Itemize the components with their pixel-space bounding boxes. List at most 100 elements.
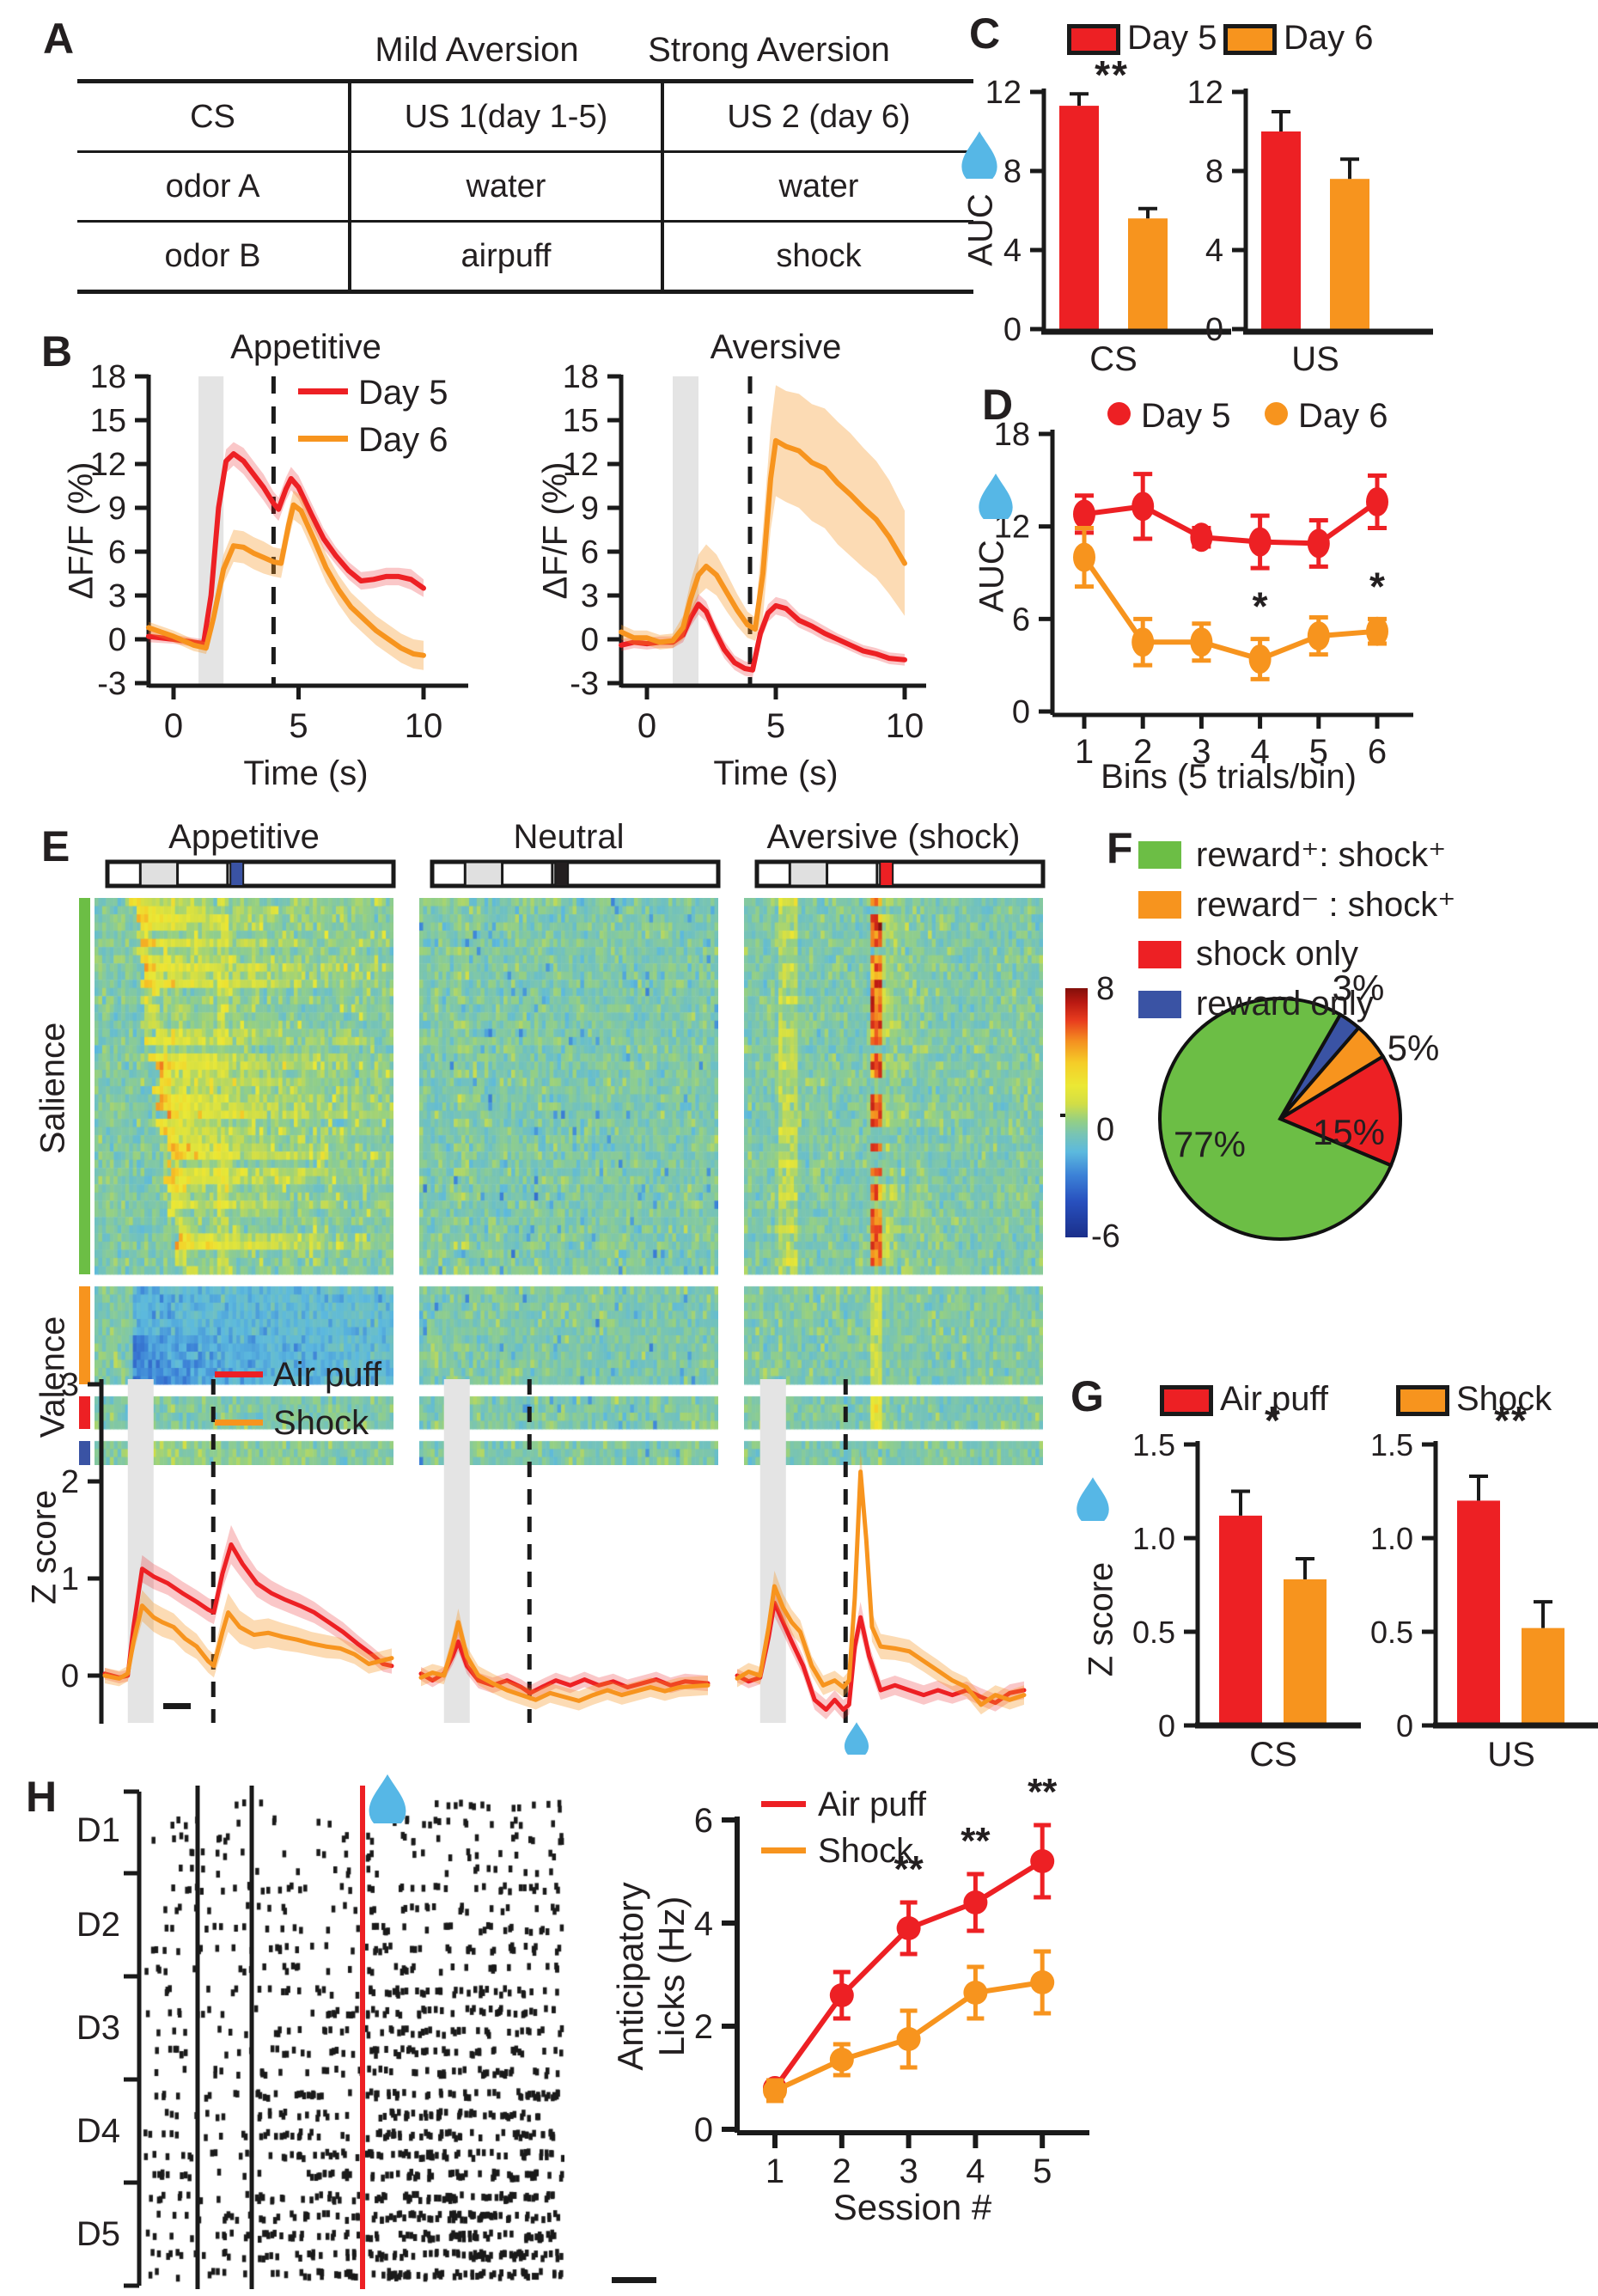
- panel-f-letter: F: [1107, 824, 1133, 872]
- error-band: [105, 1524, 392, 1684]
- day6-legend-swatch: [1223, 24, 1277, 55]
- table-cell: US 2 (day 6): [661, 81, 973, 152]
- data-point: [1307, 528, 1330, 559]
- data-point: [1366, 616, 1388, 646]
- legend-swatch-noreward-shock: [1138, 891, 1181, 919]
- bar-shock: [1284, 1578, 1327, 1725]
- airpuff-legend-label: Air puff: [273, 1356, 381, 1394]
- ztrace-neutral-air-puff: [418, 1639, 711, 1695]
- water-drop-icon: [978, 471, 1014, 519]
- odor-segment: [788, 860, 829, 888]
- table-header-mild-aversion: Mild Aversion: [375, 31, 579, 69]
- trial-timeline-bar: [105, 859, 396, 888]
- tick-label: 18: [563, 359, 599, 395]
- bins-axis-label: Bins (5 trials/bin): [1101, 758, 1357, 796]
- odor-segment: [138, 860, 180, 888]
- day6-legend-label: Day 6: [1298, 397, 1388, 435]
- heatmap-title-aversive: Aversive (shock): [766, 818, 1021, 856]
- colorbar-max-label: 8: [1096, 971, 1115, 1007]
- line-day-6: [1082, 554, 1380, 662]
- data-point: [829, 2048, 854, 2072]
- error-band: [148, 490, 424, 670]
- error-band: [737, 1448, 1024, 1715]
- pie-slice-3pct: [1278, 1012, 1362, 1121]
- tick-label: 5: [1033, 2152, 1052, 2190]
- tick-label: 1.0: [1132, 1521, 1175, 1556]
- data-point: [1366, 486, 1388, 516]
- table-header-strong-aversion: Strong Aversion: [648, 31, 890, 69]
- tick-label: 0: [1012, 694, 1030, 730]
- line-shock: [772, 1980, 1046, 2093]
- pie-slice-5pct: [1278, 1025, 1386, 1121]
- us-marker: [879, 861, 894, 887]
- tick-label: 3: [108, 578, 126, 614]
- valence-group-label: Valence: [34, 1316, 72, 1438]
- bar-day-6: [1330, 179, 1369, 329]
- cs-odor-window: [673, 376, 698, 686]
- data-point: [1131, 492, 1155, 522]
- ztrace-appetitive-shock: [102, 1603, 394, 1681]
- trace-day-6: [145, 502, 426, 658]
- water-drop-icon: [961, 129, 998, 179]
- error-band: [737, 1589, 1024, 1719]
- error-band: [105, 1590, 392, 1687]
- tick-label: 1.0: [1370, 1521, 1413, 1556]
- bar-air-puff: [1219, 1515, 1262, 1725]
- legend-swatch-reward-shock: [1138, 841, 1181, 869]
- airpuff-legend-swatch: [1160, 1385, 1213, 1416]
- tick-label: 3: [899, 2152, 918, 2190]
- dff-axis-label: ΔF/F (%): [536, 461, 575, 600]
- significance-cs: **: [1095, 52, 1129, 97]
- tick-label: 2: [694, 2008, 713, 2046]
- tick-label: 0: [581, 622, 599, 658]
- ztrace-appetitive-air-puff: [102, 1542, 394, 1680]
- us-group-label: US: [1487, 1736, 1535, 1774]
- day-label-d5: D5: [76, 2215, 120, 2253]
- tick-label: 6: [581, 534, 599, 571]
- legend-swatch-reward-only: [1138, 991, 1181, 1018]
- table-cell: water: [661, 151, 973, 222]
- line-day-5: [1082, 498, 1380, 547]
- data-point: [963, 1981, 988, 2005]
- data-point: [1073, 542, 1095, 572]
- axis-label-line2: Licks (Hz): [651, 1896, 692, 2057]
- tick-label: 2: [833, 2152, 851, 2190]
- airpuff-legend-label: Air puff: [818, 1786, 926, 1823]
- error-band: [621, 594, 905, 678]
- tick-label: 6: [1012, 601, 1030, 638]
- conditioning-table: CS US 1(day 1-5) US 2 (day 6) odor A wat…: [77, 79, 973, 294]
- shock-legend-swatch: [1396, 1385, 1449, 1416]
- auc-axis-label: AUC: [961, 193, 1000, 266]
- tick-label: 4: [1003, 233, 1022, 269]
- table-row: odor B airpuff shock: [77, 221, 973, 292]
- tick-label: 6: [108, 534, 126, 571]
- auc-axis-label: AUC: [973, 540, 1011, 613]
- day5-legend-dot: [1107, 402, 1131, 425]
- day5-legend-label: Day 5: [358, 374, 448, 412]
- pie-label-3pct: 3%: [1332, 968, 1385, 1008]
- data-point: [763, 2079, 787, 2103]
- day6-legend-label: Day 6: [1284, 19, 1374, 57]
- row-group-bar: [79, 1396, 90, 1429]
- day5-legend-label: Day 5: [1127, 19, 1217, 57]
- row-group-bar: [79, 898, 90, 1274]
- colorbar: [1065, 988, 1088, 1237]
- panel-c-letter: C: [969, 9, 1001, 58]
- tick-label: 5: [766, 707, 785, 745]
- data-point: [829, 1983, 854, 2007]
- tick-label: 1.5: [1370, 1427, 1413, 1462]
- time-scale-bar: [612, 2277, 656, 2283]
- legend-label-shock-only: shock only: [1196, 935, 1358, 973]
- tick-label: 0: [1003, 312, 1022, 348]
- heatmap-appetitive: [95, 898, 393, 1465]
- panel-b-letter: B: [41, 327, 73, 376]
- ztrace-aversive-air-puff: [735, 1600, 1027, 1713]
- tick-label: 0.5: [1370, 1615, 1413, 1650]
- pie-label-77pct: 77%: [1173, 1124, 1247, 1164]
- shock-legend-label: Shock: [273, 1404, 369, 1442]
- table-cell: US 1(day 1-5): [348, 81, 662, 152]
- data-point: [1073, 499, 1095, 529]
- aversive-title: Aversive: [710, 328, 842, 366]
- table-cell: odor B: [164, 237, 261, 274]
- significance-star: *: [1369, 564, 1385, 608]
